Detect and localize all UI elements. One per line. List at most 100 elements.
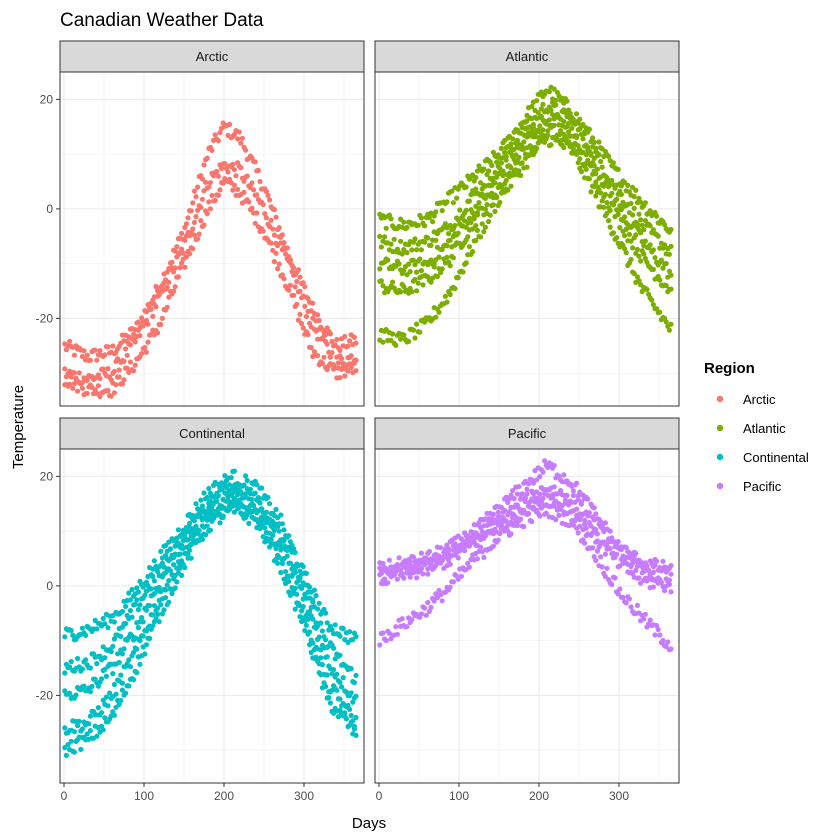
data-point xyxy=(319,662,325,668)
data-point xyxy=(556,512,562,519)
data-point xyxy=(249,496,255,503)
data-point xyxy=(396,566,402,572)
data-point xyxy=(121,646,127,652)
data-point xyxy=(108,649,114,655)
data-point xyxy=(663,260,669,267)
data-point xyxy=(612,575,618,581)
x-tick-label: 0 xyxy=(61,789,68,803)
facet-strip-label: Continental xyxy=(179,426,245,441)
data-point xyxy=(163,587,169,593)
data-point xyxy=(638,217,644,223)
data-point xyxy=(666,581,673,588)
data-point xyxy=(206,485,212,492)
data-point xyxy=(105,703,111,709)
data-point xyxy=(260,201,266,208)
data-point xyxy=(623,560,629,566)
data-point xyxy=(171,288,177,294)
data-point xyxy=(289,549,295,555)
data-point xyxy=(148,586,154,592)
data-point xyxy=(337,679,343,685)
data-point xyxy=(442,293,448,299)
data-point xyxy=(187,251,193,257)
data-point xyxy=(638,230,644,236)
data-point xyxy=(241,482,247,488)
data-point xyxy=(198,218,204,224)
data-point xyxy=(315,312,321,318)
data-point xyxy=(108,393,114,399)
data-point xyxy=(598,158,604,165)
data-point xyxy=(78,381,84,387)
data-point xyxy=(638,258,644,264)
data-point xyxy=(412,335,418,341)
data-point xyxy=(310,616,316,622)
data-point xyxy=(183,550,189,557)
data-point xyxy=(123,346,129,352)
data-point xyxy=(300,325,306,331)
data-point xyxy=(558,488,564,494)
data-point xyxy=(307,608,313,615)
data-point xyxy=(339,684,345,690)
data-point xyxy=(398,238,404,244)
data-point xyxy=(463,207,469,213)
data-point xyxy=(107,690,113,696)
data-point xyxy=(196,231,202,237)
data-point xyxy=(118,633,124,640)
data-point xyxy=(574,480,580,486)
data-point xyxy=(68,374,74,380)
data-point xyxy=(67,381,73,387)
data-point xyxy=(191,232,197,238)
data-point xyxy=(342,333,348,340)
data-point xyxy=(484,202,490,208)
data-point xyxy=(190,226,196,232)
data-point xyxy=(494,195,500,201)
data-point xyxy=(337,696,343,702)
data-point xyxy=(614,235,620,241)
data-point xyxy=(231,509,237,515)
data-point xyxy=(190,246,196,252)
data-point xyxy=(618,556,625,562)
data-point xyxy=(223,498,229,504)
data-point xyxy=(121,377,127,383)
data-point xyxy=(642,238,649,244)
data-point xyxy=(391,236,397,242)
data-point xyxy=(449,188,455,194)
data-point xyxy=(324,620,330,626)
data-point xyxy=(566,129,572,135)
data-point xyxy=(465,560,471,566)
data-point xyxy=(660,558,666,564)
data-point xyxy=(401,283,407,290)
data-point xyxy=(490,202,496,208)
data-point xyxy=(313,593,319,599)
data-point xyxy=(383,638,389,644)
data-point xyxy=(166,578,172,584)
data-point xyxy=(486,168,492,174)
data-point xyxy=(158,548,164,555)
data-point xyxy=(300,615,306,621)
data-point xyxy=(580,162,586,168)
data-point xyxy=(340,675,346,681)
data-point xyxy=(326,695,332,701)
data-point xyxy=(227,506,233,512)
data-point xyxy=(276,542,282,548)
data-point xyxy=(68,627,74,634)
data-point xyxy=(615,166,621,172)
data-point xyxy=(103,694,109,700)
data-point xyxy=(530,480,537,486)
data-point xyxy=(339,355,345,362)
data-point xyxy=(583,532,589,539)
data-point xyxy=(135,319,141,325)
data-point xyxy=(179,572,185,579)
data-point xyxy=(636,253,642,259)
data-point xyxy=(231,167,237,173)
data-point xyxy=(263,529,269,536)
data-point xyxy=(129,614,135,620)
data-point xyxy=(164,582,170,588)
data-point xyxy=(583,509,589,515)
data-point xyxy=(137,333,143,339)
data-point xyxy=(642,218,649,224)
data-point xyxy=(275,266,281,272)
data-point xyxy=(414,288,420,294)
data-point xyxy=(287,282,293,288)
data-point xyxy=(179,230,185,236)
data-point xyxy=(177,265,183,271)
